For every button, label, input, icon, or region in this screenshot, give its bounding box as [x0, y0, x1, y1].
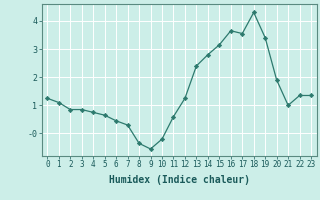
X-axis label: Humidex (Indice chaleur): Humidex (Indice chaleur)	[109, 175, 250, 185]
